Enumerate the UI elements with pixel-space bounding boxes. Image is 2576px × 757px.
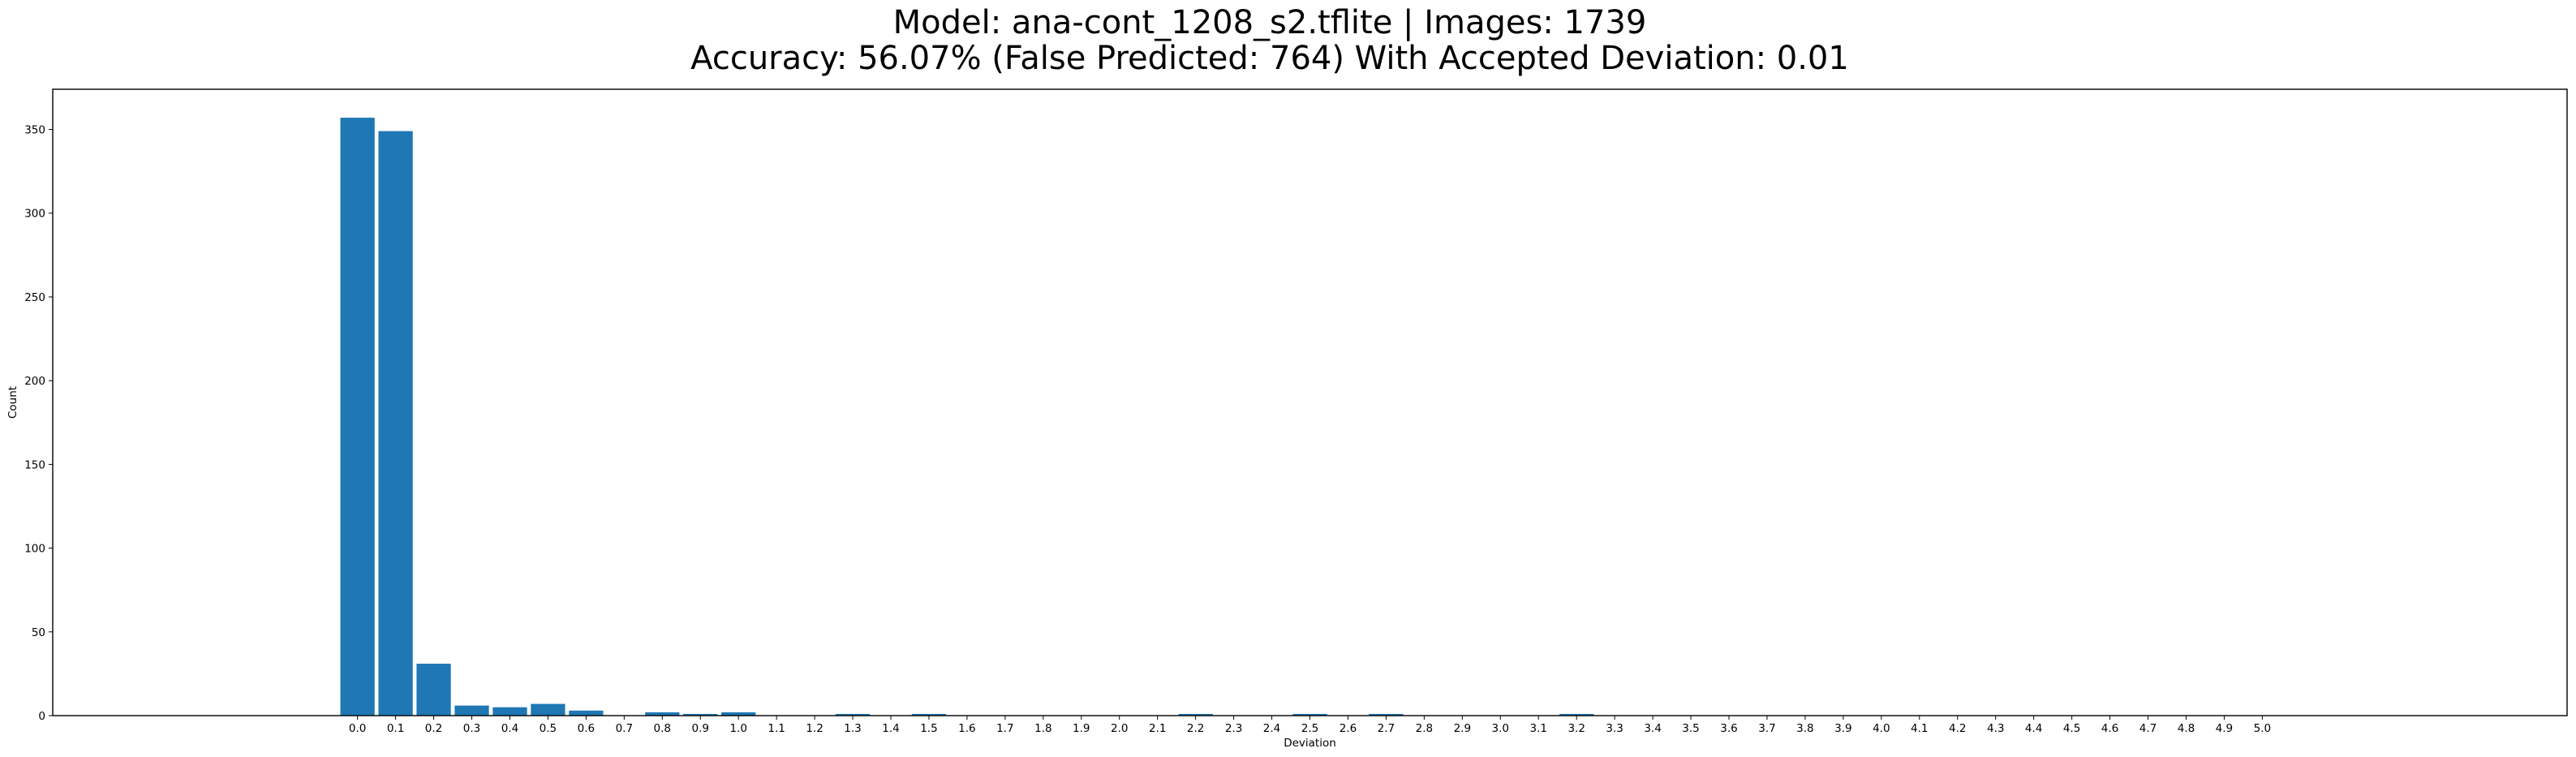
x-tick-label: 4.7 [2139,722,2157,735]
x-tick-label: 1.7 [996,722,1013,735]
x-axis-label: Deviation [1284,737,1336,750]
x-tick-label: 0.4 [501,722,518,735]
x-tick-label: 1.2 [806,722,823,735]
x-tick-label: 2.9 [1454,722,1471,735]
x-tick-label: 4.0 [1873,722,1890,735]
y-tick-label: 300 [24,208,45,221]
x-tick-label: 3.9 [1834,722,1851,735]
bar-0.9 [683,713,718,716]
x-tick-label: 5.0 [2254,722,2271,735]
x-tick-label: 4.8 [2178,722,2195,735]
y-tick-label: 350 [24,124,45,137]
bar-2.5 [1292,713,1327,716]
y-tick-label: 200 [24,375,45,388]
bar-0.5 [531,703,566,716]
plot-frame [52,88,2568,716]
bar-0.1 [378,131,413,716]
y-tick-label: 150 [24,458,45,471]
x-tick-label: 1.8 [1034,722,1051,735]
y-axis-label: Count [6,386,19,419]
bar-3.2 [1559,713,1594,716]
x-tick-label: 2.8 [1416,722,1433,735]
x-tick-label: 2.0 [1111,722,1128,735]
x-tick-label: 2.1 [1149,722,1166,735]
x-tick-label: 0.5 [540,722,557,735]
x-tick-label: 0.8 [654,722,671,735]
x-tick-label: 1.9 [1073,722,1090,735]
x-tick-label: 1.5 [920,722,937,735]
y-tick-label: 50 [32,626,45,639]
bar-0.4 [492,707,527,716]
x-tick-label: 1.4 [882,722,899,735]
x-tick-label: 1.3 [844,722,861,735]
x-tick-label: 4.5 [2063,722,2080,735]
x-tick-label: 1.0 [729,722,746,735]
x-tick-label: 2.7 [1378,722,1395,735]
x-tick-label: 0.7 [616,722,633,735]
x-tick-label: 2.4 [1263,722,1280,735]
x-tick-label: 4.2 [1949,722,1966,735]
x-tick-label: 3.5 [1682,722,1699,735]
bar-1.5 [911,713,947,716]
x-tick-label: 3.8 [1796,722,1813,735]
x-tick-label: 0.0 [349,722,366,735]
x-axis-ticks: 0.0 0.1 0.2 0.3 0.4 0.5 0.6 0.7 0.8 0.9 1.0 1.1 1.2 1… [349,716,2271,735]
x-tick-label: 2.3 [1225,722,1242,735]
y-axis-ticks: 0 50 100 150 200 250 300 350 [24,124,53,723]
x-tick-label: 0.9 [691,722,708,735]
x-tick-label: 3.3 [1606,722,1623,735]
x-tick-label: 4.9 [2216,722,2233,735]
bar-0.3 [454,705,489,716]
bar-1.3 [835,713,871,716]
bar-1.0 [721,712,756,716]
bar-series [340,118,1594,716]
y-tick-label: 100 [24,543,45,556]
x-tick-label: 0.6 [578,722,595,735]
x-tick-label: 2.5 [1301,722,1318,735]
bar-0.2 [416,664,451,716]
bar-0.0 [340,118,375,716]
x-tick-label: 4.6 [2101,722,2118,735]
x-tick-label: 3.6 [1720,722,1737,735]
x-tick-label: 0.1 [387,722,404,735]
x-tick-label: 3.1 [1529,722,1546,735]
y-tick-label: 0 [38,710,45,723]
chart-title-line-1: Model: ana-cont_1208_s2.tflite | Images:… [893,4,1647,41]
bar-0.8 [645,712,680,716]
x-tick-label: 0.2 [425,722,442,735]
chart-title-line-2: Accuracy: 56.07% (False Predicted: 764) … [690,40,1849,77]
x-tick-label: 3.4 [1644,722,1661,735]
x-tick-label: 4.1 [1911,722,1928,735]
x-tick-label: 4.3 [1987,722,2004,735]
x-tick-label: 3.2 [1568,722,1585,735]
x-tick-label: 0.3 [463,722,480,735]
x-tick-label: 2.2 [1187,722,1204,735]
bar-2.2 [1178,713,1213,716]
bar-0.6 [569,710,604,716]
bar-2.7 [1369,713,1404,716]
x-tick-label: 4.4 [2025,722,2042,735]
x-tick-label: 1.1 [768,722,785,735]
x-tick-label: 3.0 [1492,722,1509,735]
y-tick-label: 250 [24,291,45,304]
x-tick-label: 2.6 [1340,722,1357,735]
x-tick-label: 1.6 [958,722,975,735]
x-tick-label: 3.7 [1758,722,1775,735]
